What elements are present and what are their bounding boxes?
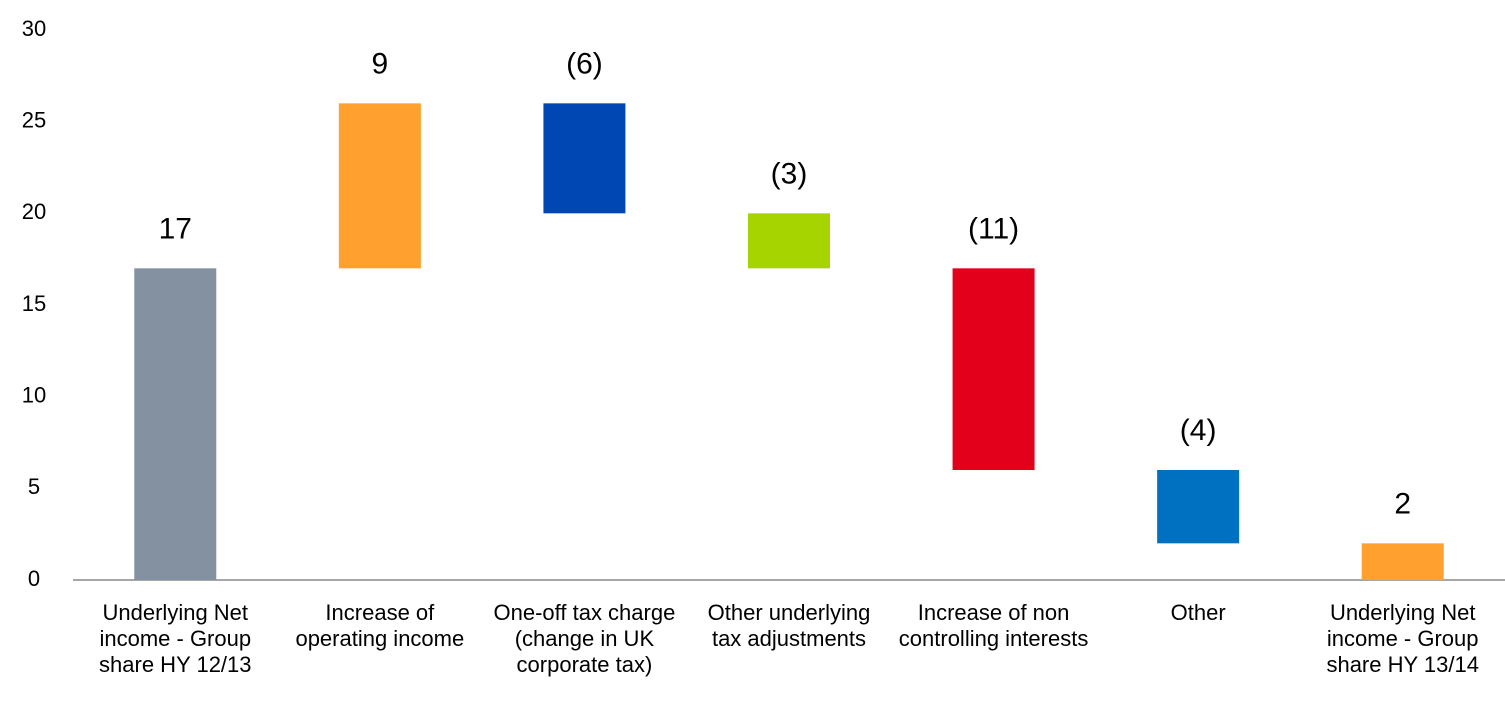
y-tick-label: 25	[22, 107, 46, 132]
y-tick-label: 30	[22, 16, 46, 41]
data-label: (11)	[968, 212, 1019, 245]
x-tick-label: Increase of non controlling interests	[898, 600, 1089, 651]
x-tick-label: Increase of operating income	[295, 600, 465, 651]
y-tick-label: 20	[22, 199, 46, 224]
x-tick-label: One-off tax charge (change in UK corpora…	[493, 600, 676, 677]
bar	[952, 268, 1035, 470]
bar	[134, 268, 217, 580]
data-label: (3)	[771, 157, 808, 190]
bar	[1361, 543, 1444, 580]
bar	[1157, 470, 1240, 544]
x-tick-label: Underlying Net income - Group share HY 1…	[99, 600, 252, 677]
bar	[543, 103, 626, 214]
x-tick-label: Other underlying tax adjustments	[707, 600, 871, 651]
data-label: (4)	[1180, 414, 1217, 447]
y-tick-label: 10	[22, 382, 46, 407]
data-label: 2	[1394, 487, 1411, 520]
bar	[748, 213, 830, 269]
bar	[338, 103, 421, 269]
y-tick-label: 15	[22, 291, 46, 316]
data-label: (6)	[566, 47, 603, 80]
data-label: 17	[159, 212, 192, 245]
y-tick-label: 5	[28, 474, 40, 499]
x-tick-label: Underlying Net income - Group share HY 1…	[1326, 600, 1479, 677]
data-label: 9	[372, 47, 389, 80]
y-tick-label: 0	[28, 566, 40, 591]
x-tick-label: Other	[1170, 600, 1226, 625]
